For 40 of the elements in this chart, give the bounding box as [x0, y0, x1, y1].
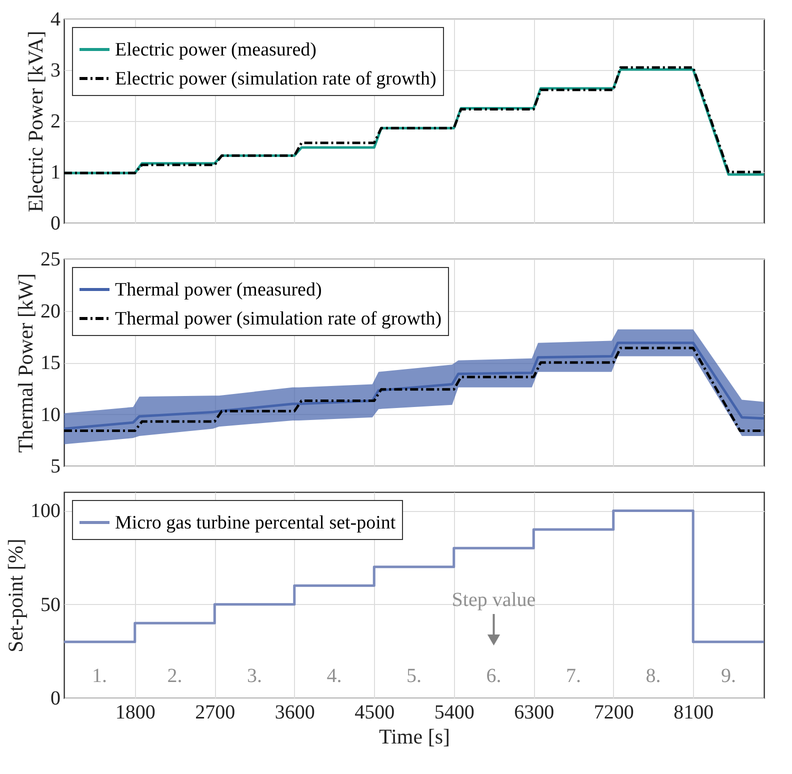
legend-label: Thermal power (simulation rate of growth) — [115, 308, 442, 330]
y-tick-label: 1 — [50, 162, 60, 184]
x-tick-label: 7200 — [594, 702, 634, 724]
legend-label: Electric power (measured) — [115, 40, 317, 60]
y-tick-label: 4 — [50, 8, 60, 30]
y-tick-label: 0 — [50, 688, 60, 710]
annotation: 8. — [646, 665, 661, 687]
annotation: 3. — [247, 665, 262, 687]
y-axis-title: Set-point [%] — [4, 538, 28, 652]
annotation: 9. — [721, 665, 736, 687]
annotation: 7. — [566, 665, 581, 687]
y-axis-title: Electric Power [kVA] — [24, 30, 48, 212]
x-tick-label: 1800 — [115, 702, 156, 724]
annotation: Step value — [452, 589, 536, 611]
y-tick-label: 2 — [50, 110, 60, 132]
y-tick-label: 15 — [40, 352, 60, 374]
y-axis-title: Thermal Power [kW] — [14, 273, 38, 453]
legend-label: Micro gas turbine percental set-point — [115, 512, 396, 534]
y-tick-label: 25 — [40, 248, 60, 270]
x-tick-label: 6300 — [514, 702, 554, 724]
y-tick-label: 0 — [50, 212, 60, 234]
y-tick-label: 3 — [50, 60, 60, 82]
y-tick-label: 100 — [30, 500, 60, 522]
x-tick-label: 8100 — [674, 702, 714, 724]
legend-label: Electric power (simulation rate of growth) — [115, 68, 436, 90]
y-tick-label: 5 — [50, 456, 60, 478]
annotation: 1. — [92, 665, 107, 687]
annotation: 2. — [167, 665, 182, 687]
legend-label: Thermal power (measured) — [115, 280, 322, 300]
y-tick-label: 50 — [40, 594, 60, 616]
annotation: 6. — [486, 665, 502, 687]
x-tick-label: 2700 — [195, 702, 236, 724]
y-tick-label: 10 — [40, 404, 60, 426]
x-tick-label: 4500 — [354, 702, 395, 724]
annotation: 5. — [406, 665, 422, 687]
y-tick-label: 20 — [40, 300, 60, 322]
x-tick-label: 5400 — [434, 702, 474, 724]
x-tick-label: 3600 — [274, 702, 315, 724]
annotation: 4. — [326, 665, 342, 687]
x-axis-title: Time [s] — [379, 724, 450, 748]
